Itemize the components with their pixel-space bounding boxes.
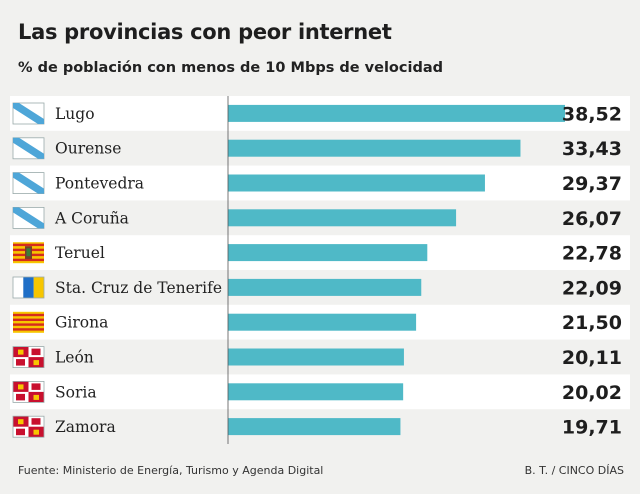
category-label: Teruel (55, 244, 105, 262)
bar (228, 174, 485, 192)
castilla-leon-flag-icon (12, 346, 45, 369)
category-label: Sta. Cruz de Tenerife (55, 279, 222, 297)
category-label: Lugo (55, 105, 95, 123)
value-label: 38,52 (562, 103, 622, 125)
value-label: 21,50 (562, 312, 622, 334)
category-label: Girona (55, 314, 108, 332)
galicia-flag-icon (12, 172, 45, 194)
value-label: 29,37 (562, 173, 622, 195)
bar (228, 104, 565, 122)
catalonia-flag-icon (13, 311, 44, 333)
category-label: León (55, 349, 94, 367)
bar (228, 278, 422, 296)
chart-subtitle: % de población con menos de 10 Mbps de v… (18, 60, 443, 76)
value-label: 33,43 (562, 138, 622, 160)
castilla-leon-flag-icon (12, 380, 45, 403)
galicia-flag-icon (12, 207, 45, 229)
chart-title: Las provincias con peor internet (18, 20, 392, 44)
value-label: 19,71 (562, 417, 622, 439)
value-label: 22,09 (562, 277, 622, 299)
bar (228, 418, 401, 436)
category-label: Soria (55, 383, 97, 401)
bar (228, 383, 404, 401)
category-label: Pontevedra (55, 175, 144, 193)
category-label: A Coruña (54, 209, 129, 227)
value-label: 20,11 (562, 347, 622, 369)
galicia-flag-icon (12, 137, 45, 160)
castilla-leon-flag-icon (12, 415, 45, 438)
value-label: 26,07 (562, 208, 622, 230)
category-label: Zamora (55, 418, 116, 436)
bar (228, 244, 428, 262)
canarias-flag-icon (12, 276, 45, 299)
bar (228, 139, 521, 157)
bar-chart: Lugo 38,52 Ourense 33,43 Pontevedra 29,37 A Co… (10, 96, 630, 444)
bar (228, 209, 457, 227)
galicia-flag-icon (12, 102, 45, 125)
category-label: Ourense (55, 140, 121, 158)
value-label: 20,02 (562, 382, 622, 404)
bar (228, 348, 404, 366)
credit-note: B. T. / CINCO DÍAS (524, 464, 624, 477)
value-label: 22,78 (562, 243, 622, 265)
aragon-flag-icon (13, 242, 44, 264)
bar (228, 313, 417, 331)
source-note: Fuente: Ministerio de Energía, Turismo y… (18, 464, 324, 477)
